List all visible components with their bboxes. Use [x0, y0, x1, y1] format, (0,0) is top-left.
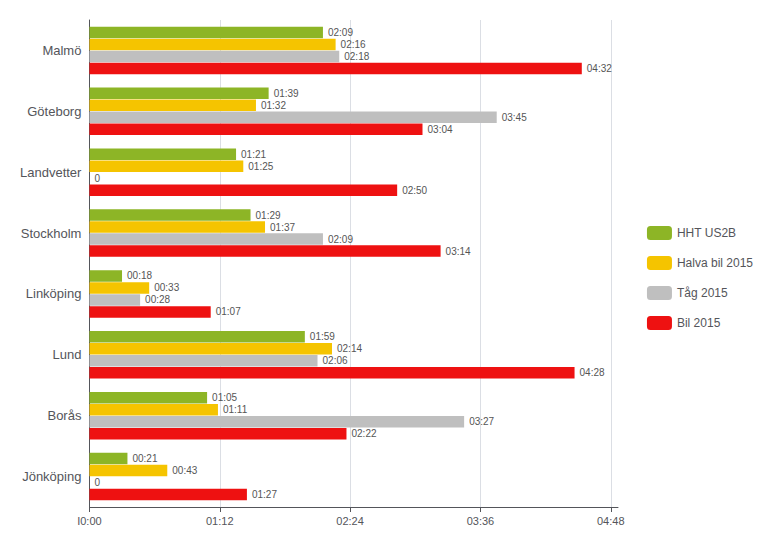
- svg-text:Göteborg: Göteborg: [27, 104, 81, 119]
- svg-text:Stockholm: Stockholm: [21, 226, 82, 241]
- svg-text:00:28: 00:28: [145, 294, 170, 305]
- svg-text:0: 0: [94, 173, 100, 184]
- svg-text:Bil 2015: Bil 2015: [677, 316, 721, 330]
- svg-text:02:09: 02:09: [328, 234, 353, 245]
- svg-text:02:09: 02:09: [328, 27, 353, 38]
- svg-text:01:25: 01:25: [248, 161, 273, 172]
- svg-text:I0:00: I0:00: [77, 515, 101, 527]
- svg-text:Borås: Borås: [47, 408, 81, 423]
- svg-text:01:05: 01:05: [212, 392, 237, 403]
- svg-text:0: 0: [94, 477, 100, 488]
- svg-text:01:59: 01:59: [310, 331, 335, 342]
- svg-text:Lund: Lund: [53, 347, 82, 362]
- svg-text:Linköping: Linköping: [26, 286, 82, 301]
- svg-text:02:22: 02:22: [351, 428, 376, 439]
- svg-text:01:37: 01:37: [270, 222, 295, 233]
- svg-text:01:11: 01:11: [223, 404, 248, 415]
- svg-text:00:43: 00:43: [172, 465, 197, 476]
- svg-text:01:29: 01:29: [256, 210, 281, 221]
- svg-text:Tåg 2015: Tåg 2015: [677, 286, 728, 300]
- svg-text:02:24: 02:24: [336, 515, 364, 527]
- svg-text:04:32: 04:32: [587, 63, 612, 74]
- svg-text:Landvetter: Landvetter: [20, 165, 82, 180]
- svg-text:02:16: 02:16: [341, 39, 366, 50]
- svg-text:03:45: 03:45: [502, 112, 527, 123]
- svg-text:03:04: 03:04: [428, 124, 453, 135]
- svg-text:02:14: 02:14: [337, 343, 362, 354]
- svg-text:HHT US2B: HHT US2B: [677, 226, 736, 240]
- svg-text:01:32: 01:32: [261, 100, 286, 111]
- svg-text:03:14: 03:14: [446, 246, 471, 257]
- svg-text:01:21: 01:21: [241, 149, 266, 160]
- svg-text:02:50: 02:50: [402, 185, 427, 196]
- svg-text:04:28: 04:28: [580, 367, 605, 378]
- svg-text:Jönköping: Jönköping: [22, 469, 81, 484]
- svg-text:01:27: 01:27: [252, 489, 277, 500]
- svg-text:01:07: 01:07: [216, 306, 241, 317]
- svg-text:00:18: 00:18: [127, 270, 152, 281]
- svg-text:Malmö: Malmö: [42, 43, 81, 58]
- svg-text:00:33: 00:33: [154, 282, 179, 293]
- svg-text:04:48: 04:48: [597, 515, 625, 527]
- svg-text:02:18: 02:18: [344, 51, 369, 62]
- svg-text:01:12: 01:12: [206, 515, 234, 527]
- svg-text:02:06: 02:06: [323, 355, 348, 366]
- svg-text:01:39: 01:39: [274, 88, 299, 99]
- svg-text:03:27: 03:27: [469, 416, 494, 427]
- svg-text:Halva bil 2015: Halva bil 2015: [677, 256, 753, 270]
- svg-text:03:36: 03:36: [467, 515, 495, 527]
- svg-text:00:21: 00:21: [132, 453, 157, 464]
